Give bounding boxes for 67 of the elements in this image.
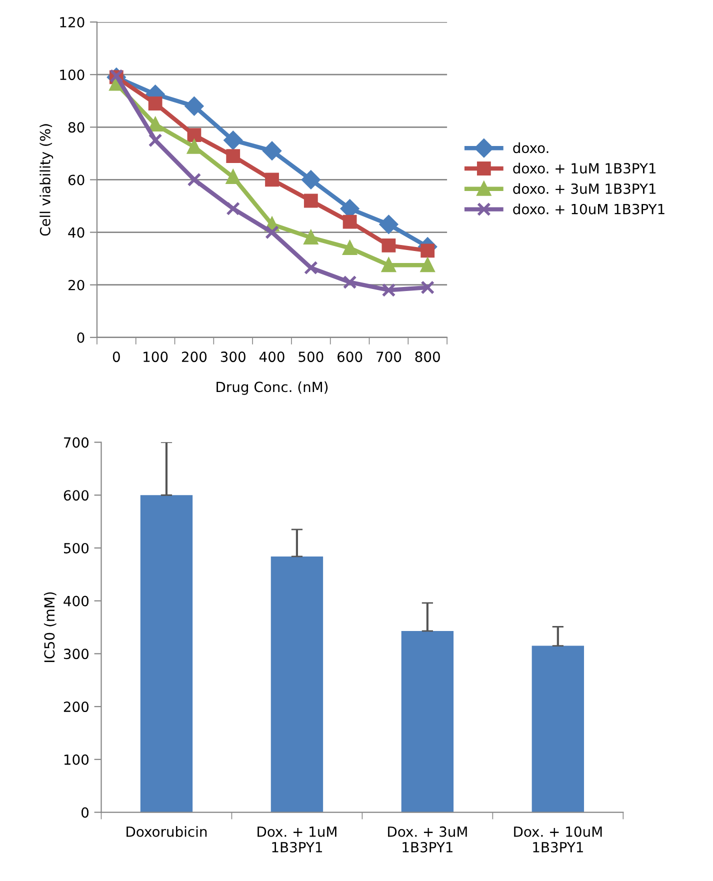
point [187, 128, 202, 142]
y-tick-label: 600 [64, 490, 89, 501]
y-tick-label: 700 [64, 437, 89, 448]
point [265, 225, 279, 240]
point [382, 283, 396, 298]
x-axis-title: Drug Conc. (nM) [216, 381, 328, 395]
point [148, 133, 162, 148]
point [262, 142, 282, 160]
point [420, 244, 435, 258]
y-tick-label: 0 [82, 807, 89, 818]
y-tick-label: 300 [64, 648, 89, 660]
y-axis-title: IC50 (mM) [44, 592, 56, 662]
x-tick-label: 500 [298, 352, 324, 362]
legend-label: doxo. + 3uM 1B3PY1 [513, 183, 656, 194]
y-tick-label: 400 [64, 596, 89, 606]
x-tick-label: Doxorubicin [126, 826, 207, 837]
point [382, 258, 396, 272]
point [265, 172, 279, 187]
point [187, 172, 202, 187]
point [148, 118, 162, 132]
y-tick-label: 500 [64, 542, 89, 554]
legend-label: doxo. + 10uM 1B3PY1 [513, 204, 664, 214]
point [226, 149, 240, 164]
y-tick-label: 100 [64, 754, 89, 765]
bar [270, 556, 324, 812]
point [379, 215, 398, 234]
bar [532, 646, 584, 812]
y-tick-label: 120 [60, 16, 84, 28]
point [420, 280, 435, 294]
x-tick-label: Dox. + 3uM 1B3PY1 [388, 826, 467, 852]
x-tick-label: Dox. + 10uM 1B3PY1 [514, 826, 602, 852]
y-tick-label: 40 [68, 227, 84, 238]
point [342, 241, 357, 256]
y-axis-title: Cell viability (%) [40, 124, 54, 236]
y-tick-label: 100 [60, 70, 84, 80]
point [148, 96, 162, 110]
point [224, 131, 242, 150]
x-tick-label: 0 [112, 352, 120, 362]
y-tick-label: 0 [77, 332, 84, 343]
point [226, 202, 240, 216]
point [420, 258, 435, 272]
y-tick-label: 80 [68, 122, 84, 133]
x-tick-label: 100 [144, 352, 168, 362]
point [304, 194, 318, 208]
point [304, 230, 318, 244]
x-tick-label: 200 [182, 352, 207, 362]
legend-label: doxo. [513, 142, 548, 154]
x-tick-label: 700 [376, 352, 402, 362]
point [342, 275, 357, 290]
x-tick-label: 600 [338, 352, 362, 362]
y-tick-label: 20 [68, 280, 84, 290]
point [184, 96, 204, 116]
y-tick-label: 60 [68, 174, 84, 186]
point [187, 140, 202, 154]
x-tick-label: Dox. + 1uM 1B3PY1 [258, 826, 336, 852]
x-tick-label: 400 [259, 352, 284, 362]
point [226, 170, 240, 184]
point [342, 214, 357, 229]
x-tick-label: 300 [220, 352, 246, 362]
bar [140, 495, 193, 812]
x-tick-label: 800 [415, 352, 440, 362]
legend-label: doxo. + 1uM 1B3PY1 [513, 162, 656, 174]
point [382, 238, 396, 252]
point [302, 170, 320, 189]
bar [401, 630, 454, 812]
point [304, 260, 318, 275]
y-tick-label: 200 [64, 702, 89, 712]
